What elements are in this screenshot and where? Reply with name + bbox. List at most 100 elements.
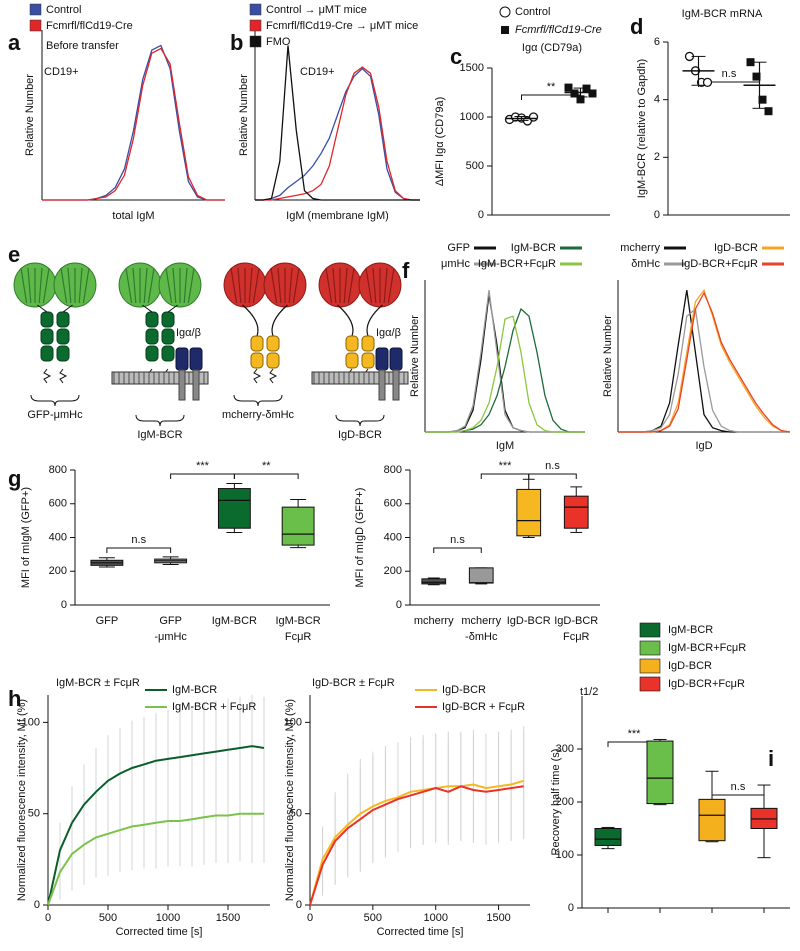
heavy-chain-domain <box>40 311 54 328</box>
data-point <box>588 89 597 98</box>
construct-label: GFP-μmHc <box>27 409 83 421</box>
series-line <box>618 289 790 433</box>
legend-label: IgM-BCR <box>668 624 713 636</box>
y-tick-label: 1000 <box>460 111 484 123</box>
x-tick-label-line: -μmHc <box>154 631 187 643</box>
box <box>421 578 447 585</box>
series-line <box>255 67 420 201</box>
annotation: ** <box>262 460 271 472</box>
beta-strand <box>288 267 293 304</box>
annotation: n.s <box>731 781 746 793</box>
linker <box>62 304 73 313</box>
data-point <box>758 95 767 104</box>
brace <box>233 394 283 407</box>
brace <box>335 414 385 427</box>
y-tick-label: 500 <box>466 160 484 172</box>
data-point <box>764 107 773 116</box>
y-tick-label: 0 <box>396 599 402 611</box>
y-tick-label: 200 <box>556 796 574 808</box>
panel-letter: d <box>630 14 643 39</box>
x-tick-label-line: FcμR <box>563 631 590 643</box>
y-axis-label: Relative Number <box>24 74 36 156</box>
panel-letter: g <box>8 466 21 491</box>
legend-swatch <box>639 676 661 692</box>
significance-bracket <box>233 473 299 479</box>
heavy-chain-domain <box>161 328 175 345</box>
coreceptor <box>175 347 189 371</box>
annotation: n.s <box>131 534 146 546</box>
y-tick-label: 600 <box>49 498 67 510</box>
coreceptor-label: Igα/β <box>176 327 201 339</box>
beta-strand <box>27 267 32 304</box>
legend-label: IgM-BCR <box>172 684 217 696</box>
y-axis-label: Relative Number <box>602 315 614 397</box>
data-point <box>528 112 539 122</box>
box <box>217 488 251 529</box>
beta-strand <box>332 267 337 304</box>
beta-strand <box>38 267 43 304</box>
y-axis-label: Normalized fluorescence intensity, Mf (%… <box>284 699 296 901</box>
x-tick-label: IgM-BCR FcμR <box>276 615 321 643</box>
linker <box>142 304 153 313</box>
annotation: *** <box>499 460 513 472</box>
hinge <box>337 304 354 337</box>
chart-title: Igα (CD79a) <box>522 42 582 54</box>
x-tick-label: 1500 <box>216 912 240 924</box>
linker <box>167 304 178 313</box>
heavy-chain-domain <box>56 345 70 362</box>
annotation: CD19+ <box>300 66 335 78</box>
annotation: *** <box>196 460 210 472</box>
x-tick-label: 0 <box>307 912 313 924</box>
coreceptor <box>389 347 403 371</box>
construct-label: IgM-BCR <box>137 429 182 441</box>
data-point <box>752 72 761 81</box>
beta-strand <box>372 267 377 304</box>
panel-letter: h <box>8 686 21 711</box>
y-tick-label: 0 <box>34 899 40 911</box>
beta-strand <box>172 267 177 304</box>
annotation: n.s <box>722 68 737 80</box>
panel-letter: c <box>450 44 462 69</box>
beta-strand <box>132 267 137 304</box>
series-line <box>425 290 585 433</box>
data-point <box>570 89 579 98</box>
box <box>281 506 315 546</box>
x-axis-label: Corrected time [s] <box>116 926 203 938</box>
box <box>563 495 589 529</box>
heavy-chain-domain <box>145 345 159 362</box>
tail <box>43 368 68 384</box>
panel-letter: b <box>230 30 243 55</box>
heavy-chain-domain <box>345 335 359 352</box>
legend-label: IgD-BCR + FcμR <box>442 701 525 713</box>
heavy-chain-domain <box>145 311 159 328</box>
y-axis-label: Normalized fluorescence intensity, Mf (%… <box>16 699 28 901</box>
y-axis-label: MFI of mIgD (GFP+) <box>354 488 366 588</box>
construct-label: IgD-BCR <box>338 429 382 441</box>
y-tick-label: 0 <box>568 902 574 914</box>
annotation: Before transfer <box>46 40 119 52</box>
legend-swatch <box>29 19 42 32</box>
y-tick-label: 0 <box>478 209 484 221</box>
hinge <box>242 304 259 337</box>
x-tick-label: IgD-BCR <box>507 615 551 627</box>
legend-swatch <box>639 658 661 674</box>
x-tick-label-line: IgM-BCR <box>276 615 321 627</box>
series-line <box>618 291 791 433</box>
chart-title: IgM-BCR ± FcμR <box>56 677 140 689</box>
annotation: CD19+ <box>44 66 79 78</box>
annotation: n.s <box>450 534 465 546</box>
x-tick-label-line: IgD-BCR <box>554 615 598 627</box>
beta-strand <box>230 267 238 304</box>
beta-strand <box>82 267 90 304</box>
panel-letter: i <box>768 746 774 771</box>
legend-label: Control <box>46 4 81 16</box>
beta-strand <box>60 267 68 304</box>
beta-strand <box>347 267 355 304</box>
y-tick-label: 50 <box>290 808 302 820</box>
y-tick-label: 4 <box>654 94 660 106</box>
legend-label: IgD-BCR+FcμR <box>681 258 758 270</box>
series-line <box>309 785 524 906</box>
box <box>468 567 494 584</box>
x-tick-label: 1000 <box>156 912 180 924</box>
